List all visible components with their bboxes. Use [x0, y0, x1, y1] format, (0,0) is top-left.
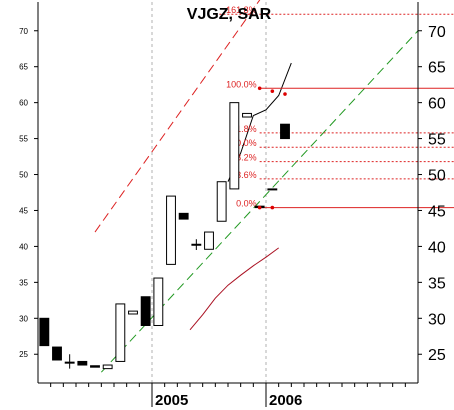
- y-tick-label-left: 55: [19, 135, 28, 144]
- fib-anchor-point: [257, 205, 262, 210]
- y-tick-label-left: 45: [19, 206, 28, 215]
- candle-body: [39, 317, 50, 347]
- candles: [39, 102, 290, 370]
- candle-body: [178, 212, 189, 220]
- upper-trend-line: [94, 0, 261, 233]
- y-tick-label-right: 40: [428, 239, 446, 256]
- candle-body: [242, 112, 252, 118]
- grid-layer: [151, 2, 267, 383]
- candle-body: [204, 231, 214, 250]
- candle-body: [153, 277, 164, 326]
- y-tick-label-left: 50: [19, 171, 28, 180]
- y-tick-label-left: 70: [19, 27, 28, 36]
- candle-body: [191, 243, 202, 246]
- chart-title: VJGZ, SAR: [187, 6, 272, 23]
- fib-level-label: 100.0%: [226, 79, 257, 89]
- candle-body: [90, 365, 100, 368]
- candle-body: [128, 310, 138, 315]
- y-tick-label-left: 40: [19, 242, 28, 251]
- fib-level-label: 50.0%: [231, 138, 257, 148]
- y-tick-label-left: 65: [19, 63, 28, 72]
- y-tick-label-right: 25: [428, 347, 446, 364]
- y-tick-label-right: 50: [428, 168, 446, 185]
- fib-level-label: 61.8%: [231, 124, 257, 134]
- band-lines: [189, 62, 292, 331]
- y-tick-label-left: 60: [19, 99, 28, 108]
- y-tick-label-left: 30: [19, 314, 28, 323]
- candle-body: [140, 296, 151, 326]
- y-tick-label-left: 35: [19, 278, 28, 287]
- candle-body: [267, 188, 278, 191]
- candle-body: [115, 303, 126, 362]
- band-lower-line: [189, 247, 279, 331]
- y-tick-label-right: 35: [428, 275, 446, 292]
- y-tick-label-left: 25: [19, 350, 28, 359]
- year-label: 2006: [269, 392, 302, 409]
- candle-body: [102, 364, 113, 370]
- y-tick-label-right: 60: [428, 96, 446, 113]
- y-tick-label-right: 45: [428, 203, 446, 220]
- y-tick-label-right: 70: [428, 24, 446, 41]
- candle-body: [52, 346, 62, 361]
- candle-body: [216, 181, 227, 222]
- candle-body: [64, 361, 75, 364]
- y-tick-label-right: 30: [428, 311, 446, 328]
- candle-body: [229, 102, 240, 190]
- fibonacci-levels: 161.8% 100.0% 61.8% 50.0% 38.2% 23.6% 0.0%: [215, 5, 454, 209]
- candle-body: [166, 195, 176, 265]
- candle-body: [280, 123, 290, 140]
- y-tick-label-right: 65: [428, 60, 446, 77]
- fib-level-label: 161.8%: [226, 5, 257, 15]
- fib-level-label: 23.6%: [231, 170, 257, 180]
- candle-body: [77, 360, 88, 366]
- sar-points: [257, 86, 287, 210]
- fib-level-label: 38.2%: [231, 153, 257, 163]
- sar-point: [283, 92, 287, 96]
- sar-point: [257, 86, 262, 91]
- sar-point: [270, 89, 275, 93]
- fib-anchor-point: [270, 205, 275, 210]
- axes: 25 25 30 30 35 35 40 40 45 45 50 50 55 55 60 60 65 65 70 70…: [19, 2, 446, 409]
- year-label: 2005: [155, 392, 188, 409]
- fib-level-label: 0.0%: [236, 199, 257, 209]
- y-tick-label-right: 55: [428, 132, 446, 149]
